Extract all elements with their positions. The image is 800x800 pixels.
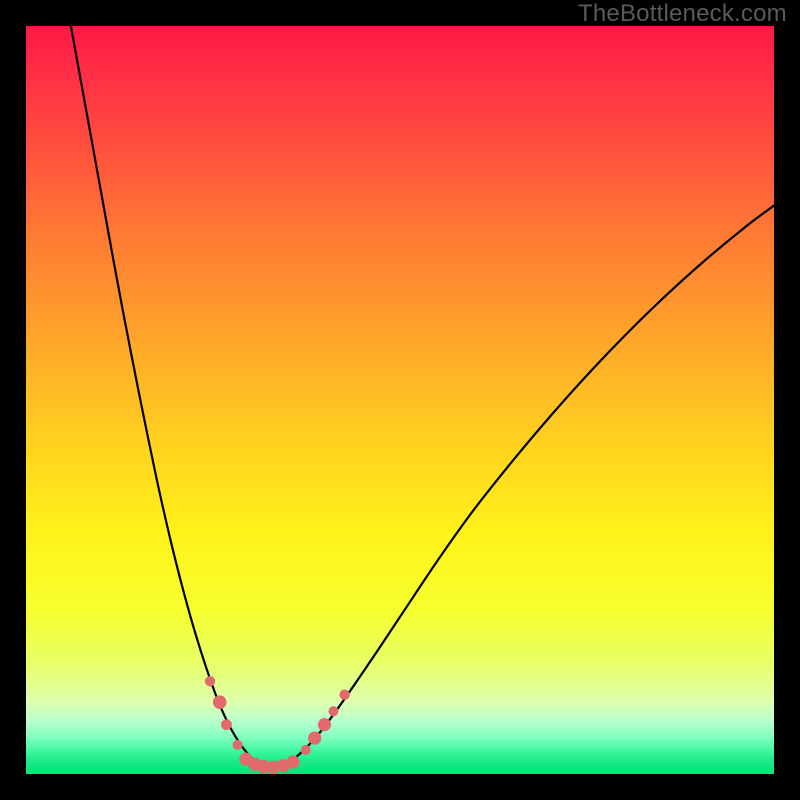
frame-right xyxy=(774,0,800,800)
bottleneck-curve-svg xyxy=(26,26,774,774)
marker-point xyxy=(328,706,338,716)
marker-point xyxy=(213,695,227,709)
frame-left xyxy=(0,0,26,800)
marker-point xyxy=(221,719,232,730)
curve-right xyxy=(273,206,774,769)
chart-stage: TheBottleneck.com xyxy=(0,0,800,800)
marker-point xyxy=(286,755,299,768)
marker-point xyxy=(308,732,321,745)
plot-area xyxy=(26,26,774,774)
watermark-text: TheBottleneck.com xyxy=(578,0,787,28)
frame-bottom xyxy=(0,774,800,800)
marker-point xyxy=(318,718,331,731)
marker-point xyxy=(339,690,349,700)
marker-point xyxy=(233,740,243,750)
curve-left xyxy=(71,26,273,768)
marker-point xyxy=(205,676,215,686)
marker-point xyxy=(301,745,311,755)
